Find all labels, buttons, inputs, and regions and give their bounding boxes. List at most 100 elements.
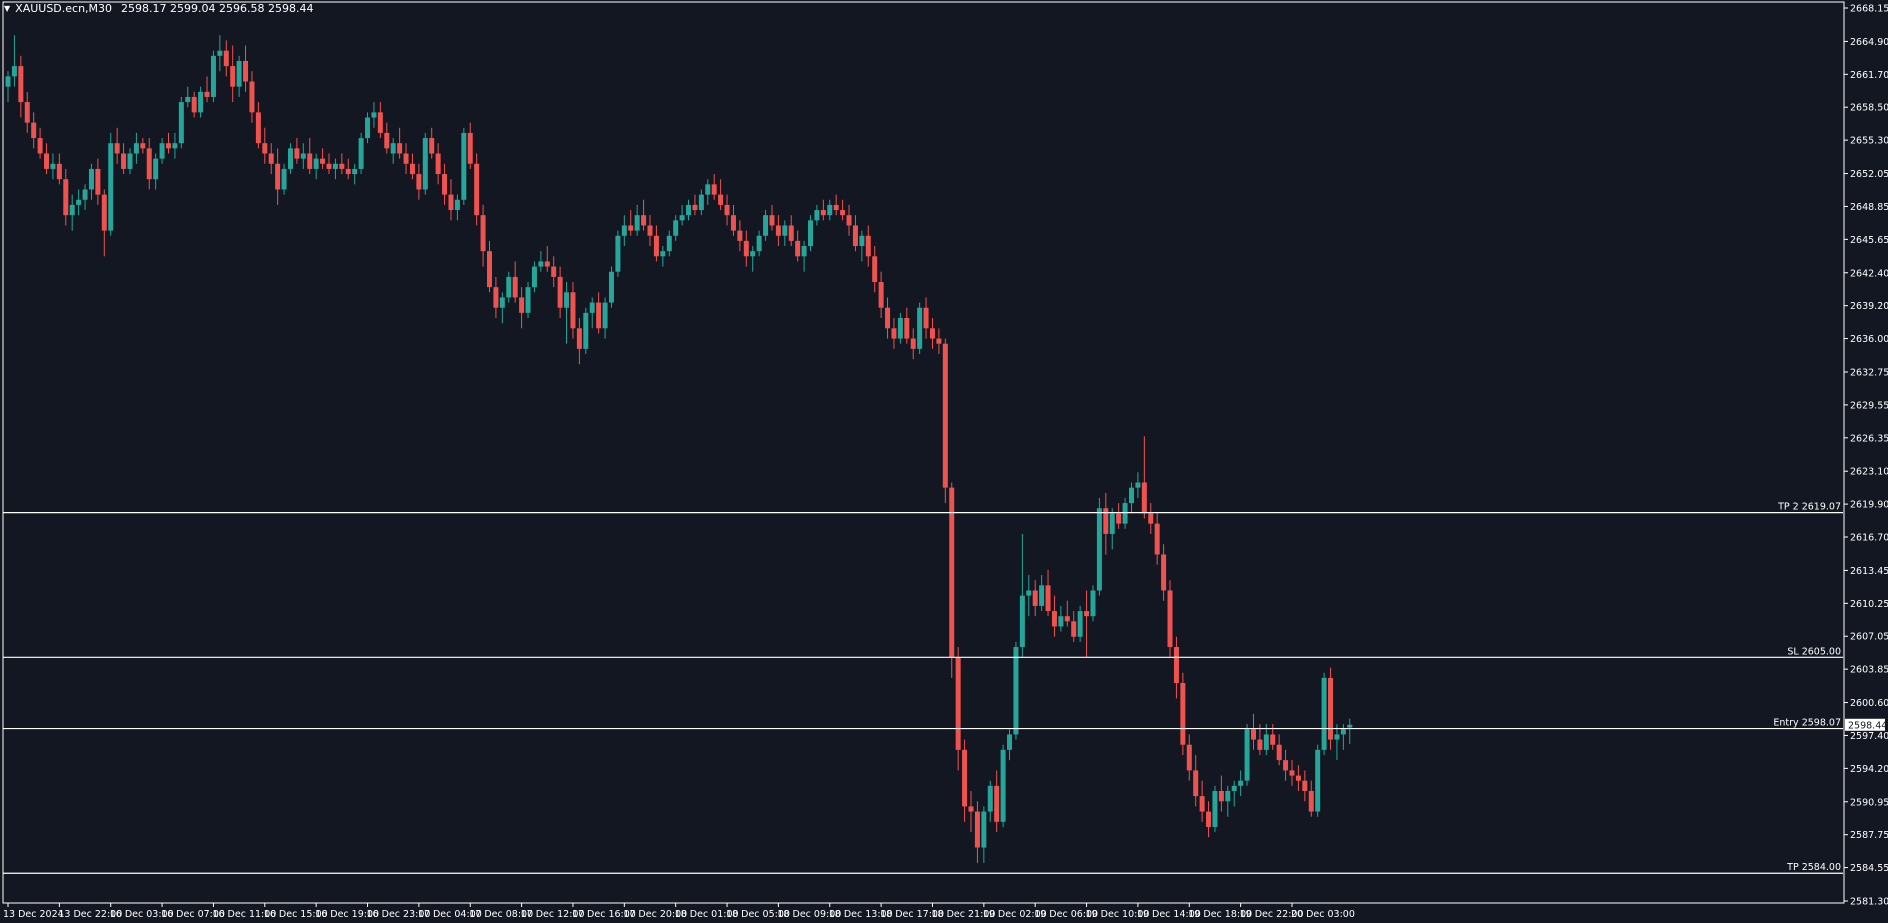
candle-body [506, 276, 512, 298]
candle-body [949, 487, 955, 658]
candle-body [37, 138, 43, 154]
candle-body [673, 220, 679, 236]
candle [384, 122, 390, 154]
candle-body [114, 143, 120, 154]
candle-body [1257, 739, 1263, 750]
candle [1212, 785, 1218, 833]
candle-body [390, 143, 396, 154]
candle-body [5, 76, 11, 87]
candle-body [763, 215, 769, 236]
candle-body [236, 60, 242, 87]
candle [917, 302, 923, 354]
candle-body [480, 215, 486, 252]
candle [673, 215, 679, 241]
time-tick-label: 17 Dec 12:00 [521, 909, 585, 920]
time-tick-label: 19 Dec 10:00 [1086, 909, 1150, 920]
candle [756, 230, 762, 257]
price-axis: 2668.15 2664.90 2661.70 2658.50 2655.30 2652.… [1844, 4, 1888, 908]
candle-body [1199, 796, 1205, 812]
candle-body [1263, 734, 1269, 750]
candle [897, 312, 903, 344]
candle [576, 318, 582, 365]
time-tick-label: 18 Dec 09:00 [777, 909, 841, 920]
candle-body [18, 66, 24, 103]
candle [968, 790, 974, 833]
candle [506, 271, 512, 303]
candle-body [448, 194, 454, 211]
candle-body [313, 158, 319, 169]
chart-border [2, 1, 1845, 904]
candle [1244, 724, 1250, 786]
candle-body [994, 785, 1000, 822]
candle [1141, 436, 1147, 519]
candle [653, 225, 659, 262]
candle [641, 199, 647, 231]
candle [390, 138, 396, 164]
candle-body [756, 235, 762, 252]
candle [435, 143, 441, 185]
candle [589, 297, 595, 329]
candle-body [698, 194, 704, 211]
candle [872, 246, 878, 293]
candle-body [1026, 590, 1032, 596]
candle-body [24, 102, 30, 123]
candle [1186, 734, 1192, 781]
time-tick-label: 16 Dec 03:00 [110, 909, 174, 920]
candle [1026, 575, 1032, 617]
time-tick-label: 13 Dec 2024 [3, 909, 64, 920]
candle-body [615, 235, 621, 272]
candle [1315, 744, 1321, 817]
price-tick-label: 2652.05 [1850, 169, 1888, 180]
candle-body [538, 261, 544, 267]
candle [1000, 744, 1006, 827]
candle [114, 127, 120, 164]
candle-body [1186, 744, 1192, 771]
candle [185, 86, 191, 108]
candle-body [1148, 513, 1154, 524]
candle-body [827, 204, 833, 216]
candle-body [140, 143, 146, 149]
candle-body [371, 112, 377, 118]
candle-body [198, 91, 204, 113]
candle-body [1116, 513, 1122, 524]
candle-body [653, 235, 659, 257]
candle [769, 204, 775, 231]
candle [204, 76, 210, 103]
candle-body [403, 153, 409, 164]
candle [1071, 611, 1077, 642]
candle [544, 246, 550, 272]
candle [718, 179, 724, 211]
candle-body [647, 225, 653, 236]
candle-body [345, 168, 351, 175]
candle [949, 482, 955, 678]
candle-body [300, 153, 306, 159]
candle-body [377, 112, 383, 133]
time-tick-label: 19 Dec 18:00 [1188, 909, 1252, 920]
candle-body [1295, 775, 1301, 781]
candle [127, 148, 133, 175]
candle [63, 168, 69, 226]
candle-body [1090, 590, 1096, 617]
candle [326, 153, 332, 175]
candle [801, 240, 807, 272]
candle-body [1270, 734, 1276, 745]
candle-body [31, 122, 37, 139]
candle [551, 256, 557, 288]
candle [294, 138, 300, 164]
candle-body [1321, 677, 1327, 750]
candle [852, 215, 858, 252]
candle-body [429, 138, 435, 154]
candle [602, 297, 608, 339]
triangle-down-icon[interactable]: ▼ [4, 4, 11, 13]
candle [409, 153, 415, 180]
time-tick-label: 19 Dec 14:00 [1137, 909, 1201, 920]
candle [942, 338, 948, 504]
candle [140, 138, 146, 154]
candle [69, 194, 75, 231]
candle-body [95, 168, 101, 195]
candle [230, 45, 236, 103]
price-tick-label: 2590.95 [1850, 797, 1888, 808]
candle-body [217, 50, 223, 56]
